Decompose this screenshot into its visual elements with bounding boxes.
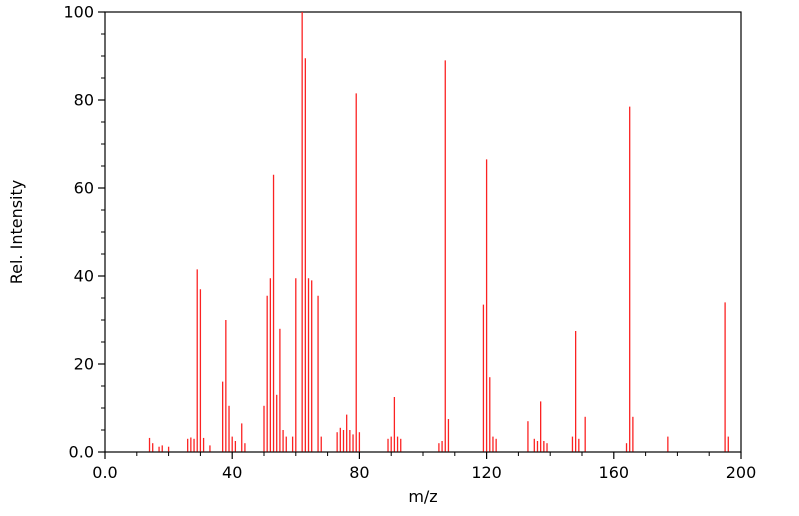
y-tick-label: 20	[74, 355, 94, 374]
y-axis-label: Rel. Intensity	[7, 180, 26, 285]
y-tick-label: 100	[63, 3, 94, 22]
axis-labels: m/z Rel. Intensity	[7, 180, 438, 506]
spectrum-peaks	[148, 12, 729, 452]
x-tick-label: 40	[222, 463, 242, 482]
y-tick-label: 40	[74, 267, 94, 286]
x-axis-label: m/z	[408, 487, 437, 506]
y-tick-label: 60	[74, 179, 94, 198]
x-tick-label: 160	[599, 463, 630, 482]
x-tick-label: 80	[349, 463, 369, 482]
y-tick-label: 0.0	[69, 443, 94, 462]
y-tick-label: 80	[74, 91, 94, 110]
x-tick-label: 120	[471, 463, 502, 482]
x-tick-label: 0.0	[92, 463, 117, 482]
x-tick-label: 200	[726, 463, 757, 482]
axis-ticks: 0.0 40 80 120 160 200 0.0 20 40 60 80 100	[63, 3, 756, 483]
